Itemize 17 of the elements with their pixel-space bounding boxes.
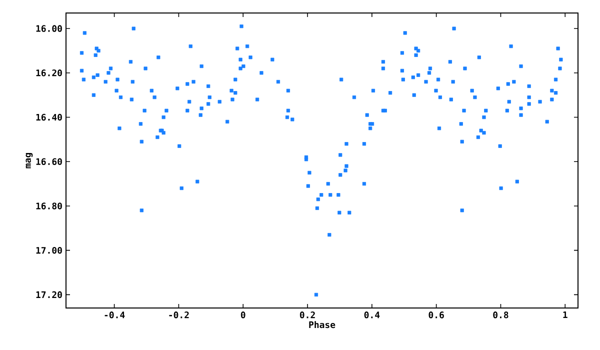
y-tick-label: 16.40: [36, 114, 62, 121]
y-tick-label: 17.00: [36, 246, 62, 254]
x-tick-label: 0.6: [428, 312, 444, 318]
x-axis-title: Phase: [309, 321, 336, 328]
x-tick-label: 0: [240, 312, 246, 318]
y-tick-label: 17.20: [36, 291, 62, 298]
y-tick-label: 16.20: [36, 69, 62, 76]
y-tick-label: 16.00: [36, 25, 62, 32]
x-tick-label: 1: [563, 312, 568, 318]
y-tick-label: 16.60: [36, 158, 62, 166]
x-tick-label: -0.4: [104, 312, 125, 318]
x-tick-label: -0.2: [169, 312, 189, 318]
x-tick-label: 0.4: [364, 312, 380, 318]
x-tick-label: 0.8: [493, 312, 508, 318]
x-tick-label: 0.2: [300, 312, 315, 318]
y-tick-label: 16.80: [36, 202, 62, 210]
y-axis-title: mag: [26, 153, 33, 168]
